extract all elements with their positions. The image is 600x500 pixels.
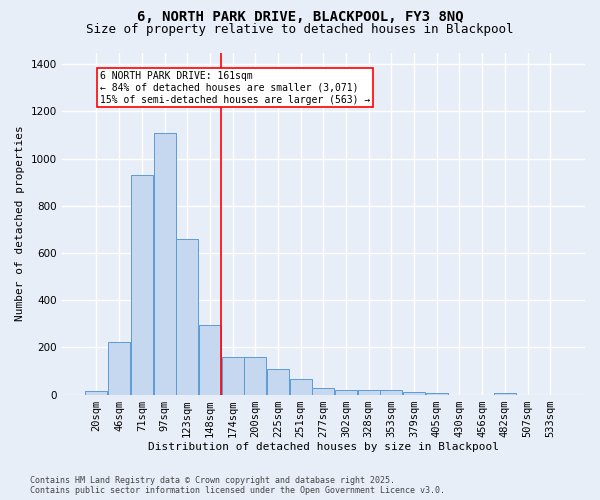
Text: 6 NORTH PARK DRIVE: 161sqm
← 84% of detached houses are smaller (3,071)
15% of s: 6 NORTH PARK DRIVE: 161sqm ← 84% of deta… <box>100 72 370 104</box>
Y-axis label: Number of detached properties: Number of detached properties <box>15 126 25 322</box>
Bar <box>358 390 380 394</box>
Text: Size of property relative to detached houses in Blackpool: Size of property relative to detached ho… <box>86 22 514 36</box>
Bar <box>380 390 403 394</box>
Bar <box>85 391 107 394</box>
Bar <box>290 379 311 394</box>
Bar <box>221 357 244 395</box>
Bar <box>108 342 130 394</box>
Bar <box>176 239 198 394</box>
X-axis label: Distribution of detached houses by size in Blackpool: Distribution of detached houses by size … <box>148 442 499 452</box>
Bar <box>426 393 448 394</box>
Text: 6, NORTH PARK DRIVE, BLACKPOOL, FY3 8NQ: 6, NORTH PARK DRIVE, BLACKPOOL, FY3 8NQ <box>137 10 463 24</box>
Text: Contains HM Land Registry data © Crown copyright and database right 2025.
Contai: Contains HM Land Registry data © Crown c… <box>30 476 445 495</box>
Bar <box>313 388 334 394</box>
Bar <box>244 357 266 395</box>
Bar <box>335 390 357 394</box>
Bar <box>199 325 221 394</box>
Bar <box>403 392 425 394</box>
Bar <box>267 368 289 394</box>
Bar <box>131 175 153 394</box>
Bar <box>154 132 176 394</box>
Bar <box>494 392 516 394</box>
